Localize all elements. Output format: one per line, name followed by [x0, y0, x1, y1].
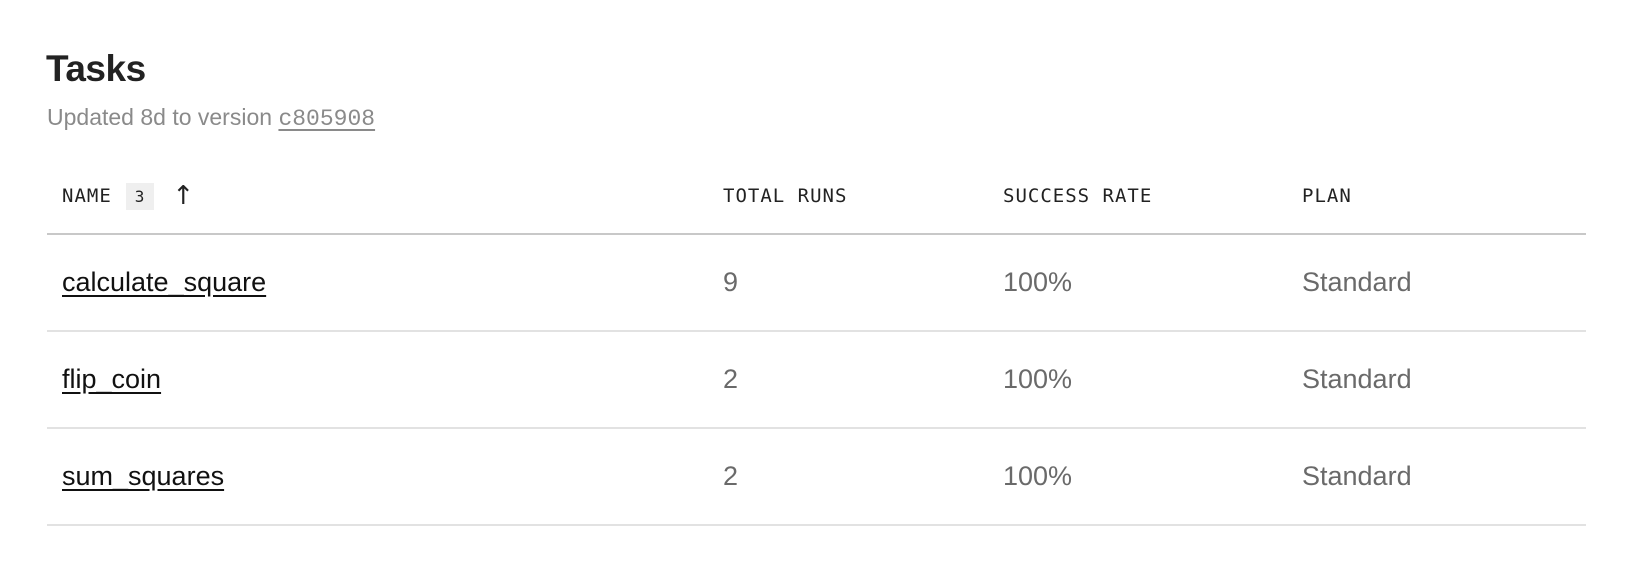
total-runs-cell: 2	[723, 428, 1003, 526]
table-row: sum_squares 2 100% Standard	[47, 428, 1586, 526]
column-header-total-runs[interactable]: TOTAL RUNS	[723, 158, 1003, 235]
task-link[interactable]: flip_coin	[62, 364, 162, 394]
task-name-cell: calculate_square	[47, 234, 723, 332]
page-title: Tasks	[46, 48, 146, 89]
update-text: Updated 8d to version	[47, 104, 279, 130]
task-name-cell: sum_squares	[47, 428, 723, 526]
version-link[interactable]: c805908	[278, 106, 376, 132]
arrow-up-icon[interactable]: ↑	[172, 180, 196, 211]
task-name-cell: flip_coin	[47, 331, 723, 429]
success-rate-cell: 100%	[1003, 234, 1302, 332]
tasks-table: NAME 3 ↑ TOTAL RUNS SUCCESS RATE PLAN calc…	[47, 158, 1586, 526]
plan-cell: Standard	[1302, 428, 1586, 526]
plan-cell: Standard	[1302, 331, 1586, 429]
task-count-badge: 3	[125, 182, 155, 210]
column-name-label: NAME	[62, 184, 112, 207]
task-link[interactable]: calculate_square	[62, 267, 267, 297]
plan-cell: Standard	[1302, 234, 1586, 332]
success-rate-cell: 100%	[1003, 428, 1302, 526]
column-header-plan[interactable]: PLAN	[1302, 158, 1586, 235]
success-rate-cell: 100%	[1003, 331, 1302, 429]
update-info: Updated 8d to version c805908	[47, 104, 375, 132]
column-header-success-rate[interactable]: SUCCESS RATE	[1003, 158, 1302, 235]
table-header-row: NAME 3 ↑ TOTAL RUNS SUCCESS RATE PLAN	[47, 158, 1586, 235]
task-link[interactable]: sum_squares	[62, 461, 225, 491]
table-row: flip_coin 2 100% Standard	[47, 331, 1586, 429]
table-row: calculate_square 9 100% Standard	[47, 234, 1586, 332]
column-header-name[interactable]: NAME 3 ↑	[47, 158, 723, 235]
total-runs-cell: 2	[723, 331, 1003, 429]
total-runs-cell: 9	[723, 234, 1003, 332]
